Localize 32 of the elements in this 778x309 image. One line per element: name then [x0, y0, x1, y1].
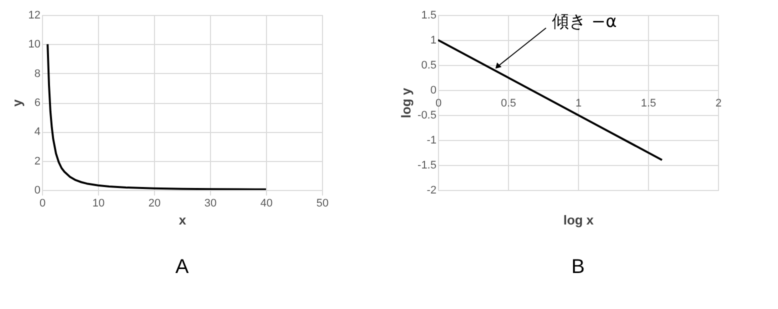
- y-tick-label: -0.5: [418, 110, 436, 122]
- y-tick-label: -2: [426, 184, 436, 196]
- y-tick-label: 0.5: [421, 60, 436, 72]
- y-tick-label: 0: [34, 184, 40, 196]
- annotation: 傾き −α: [552, 12, 617, 32]
- x-tick-label: 1.5: [640, 98, 656, 110]
- x-tick-label: 2: [715, 98, 722, 110]
- y-tick-label: 8: [34, 68, 40, 80]
- y-tick-label: 4: [34, 126, 40, 138]
- y-tick-label: 0: [430, 84, 436, 96]
- text: A: [175, 256, 190, 278]
- x-axis-title: log x: [563, 212, 594, 228]
- y-tick-label: 10: [28, 38, 40, 51]
- y-axis-title: log y: [398, 87, 414, 118]
- x-axis-title: x: [178, 212, 187, 228]
- x-tick-label: 10: [92, 198, 105, 210]
- x-tick-label: 0.5: [500, 98, 516, 110]
- y-tick-label: 6: [34, 97, 40, 109]
- y-tick-label: 12: [28, 10, 40, 22]
- x-tick-label: 50: [316, 198, 329, 210]
- y-tick-label: 1: [430, 34, 436, 46]
- x-tick-label: 1: [575, 98, 582, 110]
- y-axis-title: y: [9, 98, 24, 107]
- text: B: [571, 256, 585, 278]
- y-tick-label: 2: [34, 155, 40, 168]
- y-tick-label: -1: [426, 134, 436, 146]
- line-series: [46, 43, 267, 190]
- y-tick-label: 1.5: [421, 10, 436, 22]
- y-tick-label: -1.5: [418, 160, 436, 172]
- x-tick-label: 30: [204, 198, 217, 210]
- x-tick-label: 20: [148, 198, 161, 210]
- x-tick-label: 40: [260, 198, 273, 210]
